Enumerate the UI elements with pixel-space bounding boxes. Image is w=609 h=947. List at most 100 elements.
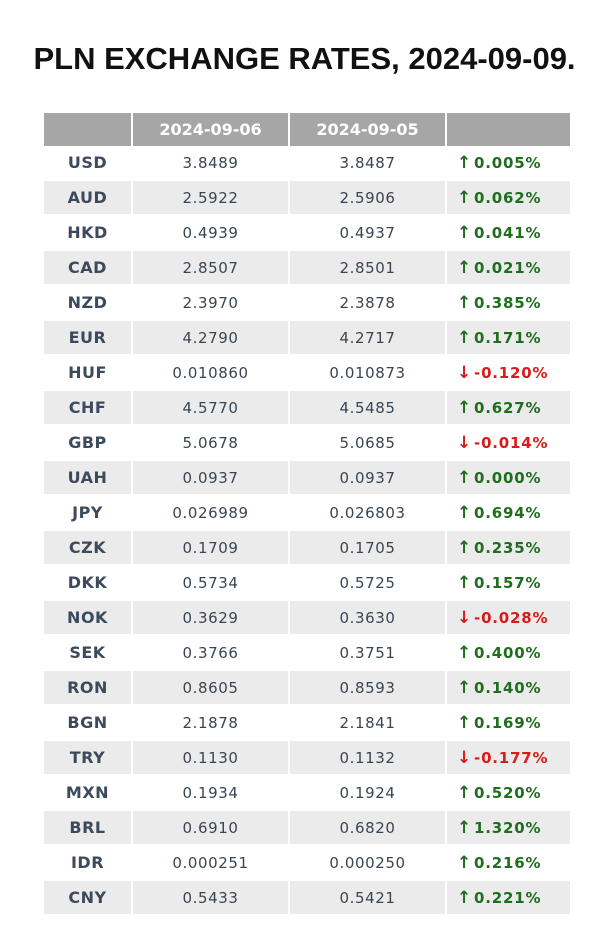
currency-code: JPY [44, 496, 131, 531]
change-percent: 0.171% [474, 328, 542, 347]
table-row: CHF 4.5770 4.5485 ↑ 0.627% [44, 391, 570, 426]
rate-new: 3.8489 [133, 146, 288, 181]
rate-old: 0.000250 [290, 846, 445, 881]
rate-old: 5.0685 [290, 426, 445, 461]
rate-old: 0.5421 [290, 881, 445, 916]
rate-new: 0.026989 [133, 496, 288, 531]
rate-old: 0.8593 [290, 671, 445, 706]
rate-old: 0.3630 [290, 601, 445, 636]
change-cell: ↑ 0.041% [447, 216, 570, 251]
table-body: USD 3.8489 3.8487 ↑ 0.005% AUD 2.5922 2.5906 ↑ 0.… [44, 146, 570, 916]
table-row: GBP 5.0678 5.0685 ↓ -0.014% [44, 426, 570, 461]
change-percent: 0.000% [474, 468, 542, 487]
rate-new: 0.000251 [133, 846, 288, 881]
table-header-row: 2024-09-06 2024-09-05 [44, 113, 570, 146]
arrow-up-icon: ↑ [457, 397, 473, 418]
currency-code: BGN [44, 706, 131, 741]
currency-code: IDR [44, 846, 131, 881]
change-percent: 0.041% [474, 223, 542, 242]
rate-old: 2.1841 [290, 706, 445, 741]
header-date-old: 2024-09-05 [290, 113, 445, 146]
change-cell: ↑ 0.000% [447, 461, 570, 496]
arrow-up-icon: ↑ [457, 782, 473, 803]
change-percent: -0.014% [474, 433, 549, 452]
table-row: BRL 0.6910 0.6820 ↑ 1.320% [44, 811, 570, 846]
table-row: BGN 2.1878 2.1841 ↑ 0.169% [44, 706, 570, 741]
change-percent: -0.028% [474, 608, 549, 627]
rate-new: 2.5922 [133, 181, 288, 216]
rate-new: 0.0937 [133, 461, 288, 496]
currency-code: USD [44, 146, 131, 181]
change-cell: ↑ 0.062% [447, 181, 570, 216]
change-percent: 0.021% [474, 258, 542, 277]
change-cell: ↑ 0.157% [447, 566, 570, 601]
arrow-down-icon: ↓ [457, 747, 473, 768]
change-percent: 0.694% [474, 503, 542, 522]
change-percent: 0.520% [474, 783, 542, 802]
rate-new: 0.8605 [133, 671, 288, 706]
change-cell: ↑ 0.005% [447, 146, 570, 181]
arrow-up-icon: ↑ [457, 537, 473, 558]
currency-code: AUD [44, 181, 131, 216]
change-percent: 0.169% [474, 713, 542, 732]
table-row: AUD 2.5922 2.5906 ↑ 0.062% [44, 181, 570, 216]
change-cell: ↑ 0.235% [447, 531, 570, 566]
change-percent: 0.216% [474, 853, 542, 872]
header-date-new: 2024-09-06 [133, 113, 288, 146]
rate-new: 0.1934 [133, 776, 288, 811]
exchange-rates-table: 2024-09-06 2024-09-05 USD 3.8489 3.8487 ↑ 0.… [42, 113, 572, 916]
rate-old: 0.0937 [290, 461, 445, 496]
arrow-up-icon: ↑ [457, 642, 473, 663]
change-percent: -0.120% [474, 363, 549, 382]
rate-old: 0.026803 [290, 496, 445, 531]
rate-old: 2.5906 [290, 181, 445, 216]
change-percent: 0.627% [474, 398, 542, 417]
change-cell: ↑ 0.520% [447, 776, 570, 811]
change-cell: ↑ 1.320% [447, 811, 570, 846]
rate-new: 0.4939 [133, 216, 288, 251]
change-cell: ↓ -0.177% [447, 741, 570, 776]
table-row: USD 3.8489 3.8487 ↑ 0.005% [44, 146, 570, 181]
rate-new: 0.6910 [133, 811, 288, 846]
rate-old: 0.1132 [290, 741, 445, 776]
change-cell: ↓ -0.028% [447, 601, 570, 636]
rate-new: 0.3766 [133, 636, 288, 671]
rate-new: 0.5433 [133, 881, 288, 916]
rate-new: 5.0678 [133, 426, 288, 461]
currency-code: TRY [44, 741, 131, 776]
page-title: PLN EXCHANGE RATES, 2024-09-09. [33, 41, 576, 76]
table-row: TRY 0.1130 0.1132 ↓ -0.177% [44, 741, 570, 776]
table-row: HUF 0.010860 0.010873 ↓ -0.120% [44, 356, 570, 391]
table-row: EUR 4.2790 4.2717 ↑ 0.171% [44, 321, 570, 356]
rate-new: 0.1709 [133, 531, 288, 566]
header-currency [44, 113, 131, 146]
rate-old: 3.8487 [290, 146, 445, 181]
currency-code: CHF [44, 391, 131, 426]
change-cell: ↑ 0.400% [447, 636, 570, 671]
table-row: HKD 0.4939 0.4937 ↑ 0.041% [44, 216, 570, 251]
change-cell: ↓ -0.120% [447, 356, 570, 391]
rate-new: 2.8507 [133, 251, 288, 286]
change-cell: ↑ 0.694% [447, 496, 570, 531]
change-cell: ↑ 0.021% [447, 251, 570, 286]
rate-old: 0.5725 [290, 566, 445, 601]
currency-code: HKD [44, 216, 131, 251]
rate-old: 2.3878 [290, 286, 445, 321]
arrow-up-icon: ↑ [457, 677, 473, 698]
rate-new: 0.1130 [133, 741, 288, 776]
change-cell: ↑ 0.216% [447, 846, 570, 881]
currency-code: RON [44, 671, 131, 706]
table-row: CAD 2.8507 2.8501 ↑ 0.021% [44, 251, 570, 286]
rate-old: 0.6820 [290, 811, 445, 846]
currency-code: CNY [44, 881, 131, 916]
currency-code: SEK [44, 636, 131, 671]
change-percent: 0.221% [474, 888, 542, 907]
change-percent: 0.005% [474, 153, 542, 172]
rate-new: 2.3970 [133, 286, 288, 321]
rate-old: 2.8501 [290, 251, 445, 286]
change-percent: 0.400% [474, 643, 542, 662]
table-row: IDR 0.000251 0.000250 ↑ 0.216% [44, 846, 570, 881]
arrow-down-icon: ↓ [457, 362, 473, 383]
rate-new: 2.1878 [133, 706, 288, 741]
change-percent: 1.320% [474, 818, 542, 837]
